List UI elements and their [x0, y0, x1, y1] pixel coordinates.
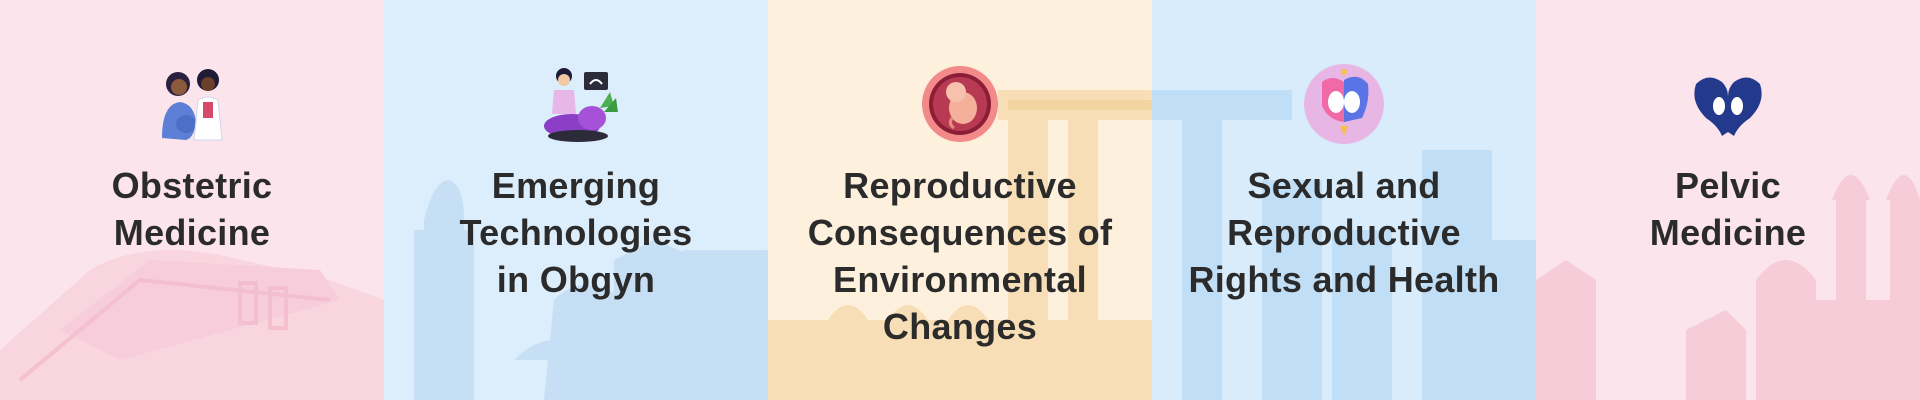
- specialty-title: Sexual and Reproductive Rights and Healt…: [1188, 165, 1500, 300]
- metro-train-silhouette: [0, 250, 384, 400]
- specialty-title: Emerging Technologies in Obgyn: [459, 165, 693, 300]
- tower-skyline-silhouette: [1152, 90, 1536, 400]
- specialty-card-emerging-technologies[interactable]: Emerging Technologies in Obgyn: [384, 0, 768, 400]
- specialty-card-reproductive-consequences[interactable]: Reproductive Consequences of Environment…: [768, 0, 1152, 400]
- specialty-card-pelvic-medicine[interactable]: Pelvic Medicine: [1536, 0, 1920, 400]
- ultrasound-icon: [534, 62, 618, 146]
- specialty-title: Obstetric Medicine: [111, 165, 273, 253]
- pelvis-icon: [1686, 62, 1770, 146]
- specialty-title: Reproductive Consequences of Environment…: [807, 165, 1113, 347]
- doctor-patient-icon: [150, 62, 234, 146]
- women-faces-icon: [1302, 62, 1386, 146]
- specialty-title: Pelvic Medicine: [1649, 165, 1807, 253]
- specialty-card-sexual-reproductive-rights[interactable]: Sexual and Reproductive Rights and Healt…: [1152, 0, 1536, 400]
- specialty-card-obstetric-medicine[interactable]: Obstetric Medicine: [0, 0, 384, 400]
- fetus-in-womb-icon: [918, 62, 1002, 146]
- palace-silhouette: [768, 90, 1152, 400]
- charminar-silhouette: [1536, 175, 1920, 400]
- city-skyline-silhouette: [414, 180, 768, 400]
